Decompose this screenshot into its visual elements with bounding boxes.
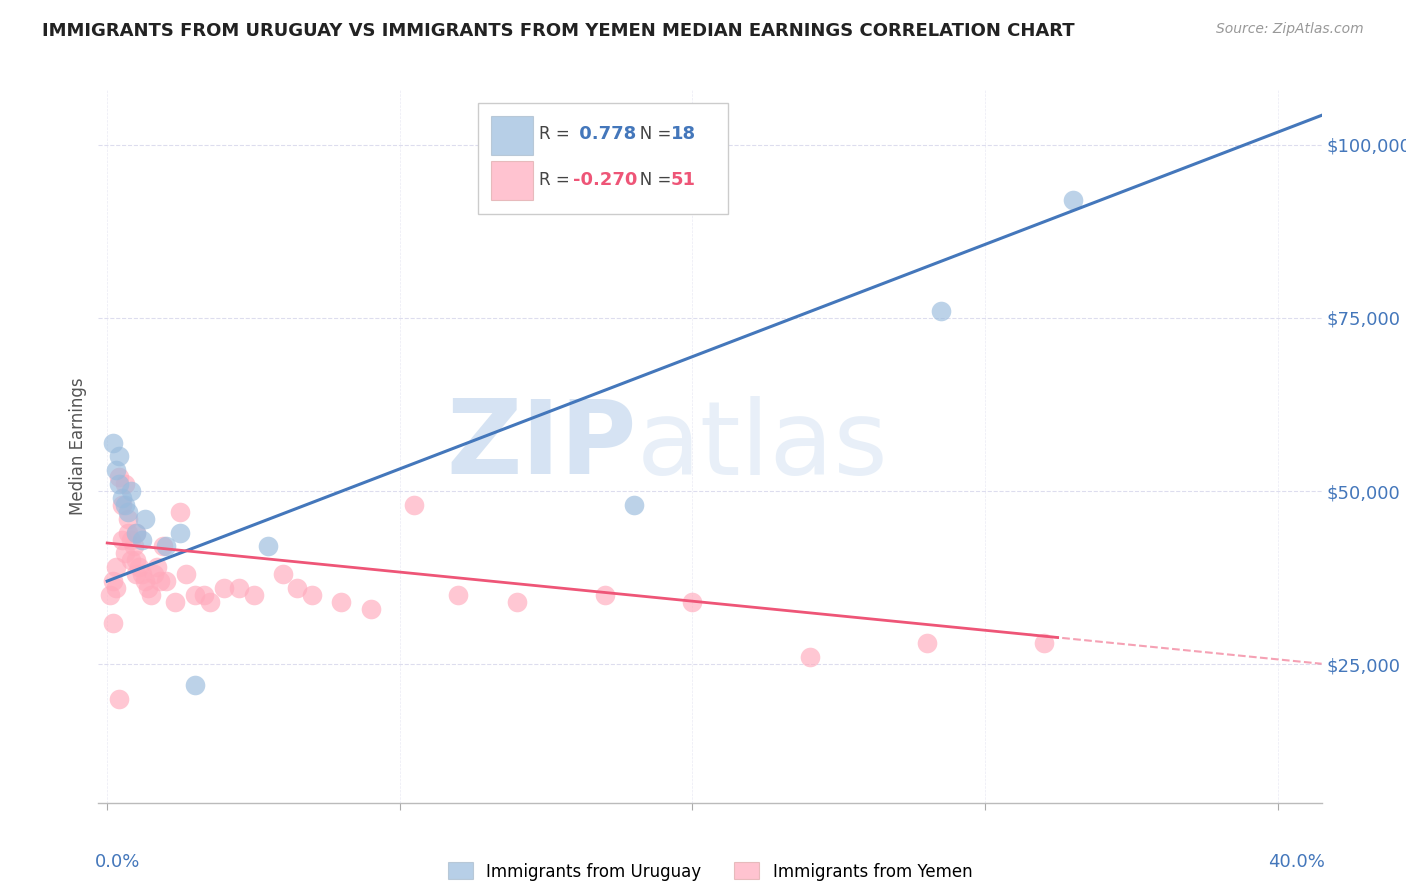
Text: N =: N =: [624, 125, 672, 143]
Point: [287, 581, 309, 595]
Point: [212, 581, 235, 595]
FancyBboxPatch shape: [491, 116, 533, 155]
Point: [257, 540, 280, 554]
Point: [506, 595, 529, 609]
Point: [108, 691, 131, 706]
Point: [155, 540, 177, 554]
Point: [139, 588, 162, 602]
Text: 0.778: 0.778: [574, 125, 637, 143]
Point: [682, 595, 704, 609]
Point: [104, 581, 127, 595]
Text: ZIP: ZIP: [446, 395, 637, 497]
Point: [404, 498, 426, 512]
FancyBboxPatch shape: [491, 161, 533, 200]
Point: [114, 477, 136, 491]
Point: [184, 678, 207, 692]
Point: [114, 546, 136, 560]
Point: [101, 615, 124, 630]
Text: IMMIGRANTS FROM URUGUAY VS IMMIGRANTS FROM YEMEN MEDIAN EARNINGS CORRELATION CHA: IMMIGRANTS FROM URUGUAY VS IMMIGRANTS FR…: [42, 22, 1074, 40]
Point: [128, 560, 150, 574]
Point: [104, 560, 127, 574]
Point: [136, 581, 159, 595]
Text: 51: 51: [671, 171, 696, 189]
Point: [163, 595, 186, 609]
FancyBboxPatch shape: [478, 103, 728, 214]
Point: [120, 483, 142, 498]
Text: atlas: atlas: [637, 395, 889, 497]
Point: [1062, 193, 1084, 207]
Y-axis label: Median Earnings: Median Earnings: [69, 377, 87, 515]
Point: [143, 567, 166, 582]
Point: [114, 498, 136, 512]
Point: [134, 574, 156, 588]
Point: [125, 553, 148, 567]
Text: R =: R =: [538, 125, 569, 143]
Point: [198, 595, 221, 609]
Point: [271, 567, 294, 582]
Point: [301, 588, 323, 602]
Point: [125, 525, 148, 540]
Point: [152, 540, 174, 554]
Point: [193, 588, 215, 602]
Point: [108, 470, 131, 484]
Point: [111, 491, 134, 505]
Text: Source: ZipAtlas.com: Source: ZipAtlas.com: [1216, 22, 1364, 37]
Text: 40.0%: 40.0%: [1268, 853, 1326, 871]
Point: [174, 567, 197, 582]
Point: [169, 525, 191, 540]
Text: -0.270: -0.270: [574, 171, 637, 189]
Point: [228, 581, 250, 595]
Point: [117, 512, 139, 526]
Point: [108, 450, 131, 464]
Text: N =: N =: [624, 171, 672, 189]
Point: [242, 588, 264, 602]
Point: [125, 567, 148, 582]
Point: [360, 602, 382, 616]
Point: [98, 588, 121, 602]
Point: [111, 498, 134, 512]
Text: R =: R =: [538, 171, 569, 189]
Point: [149, 574, 172, 588]
Point: [108, 477, 131, 491]
Point: [120, 553, 142, 567]
Point: [1032, 636, 1054, 650]
Point: [104, 463, 127, 477]
Point: [131, 567, 153, 582]
Point: [125, 525, 148, 540]
Point: [101, 435, 124, 450]
Point: [929, 304, 952, 318]
Point: [111, 533, 134, 547]
Point: [799, 650, 821, 665]
Text: 18: 18: [671, 125, 696, 143]
Point: [122, 540, 145, 554]
Point: [330, 595, 353, 609]
Point: [447, 588, 470, 602]
Legend: Immigrants from Uruguay, Immigrants from Yemen: Immigrants from Uruguay, Immigrants from…: [441, 855, 979, 888]
Point: [915, 636, 938, 650]
Point: [155, 574, 177, 588]
Point: [593, 588, 616, 602]
Point: [623, 498, 645, 512]
Point: [117, 505, 139, 519]
Point: [134, 512, 156, 526]
Point: [117, 525, 139, 540]
Point: [120, 533, 142, 547]
Point: [184, 588, 207, 602]
Point: [146, 560, 169, 574]
Point: [131, 533, 153, 547]
Point: [101, 574, 124, 588]
Point: [169, 505, 191, 519]
Text: 0.0%: 0.0%: [94, 853, 141, 871]
